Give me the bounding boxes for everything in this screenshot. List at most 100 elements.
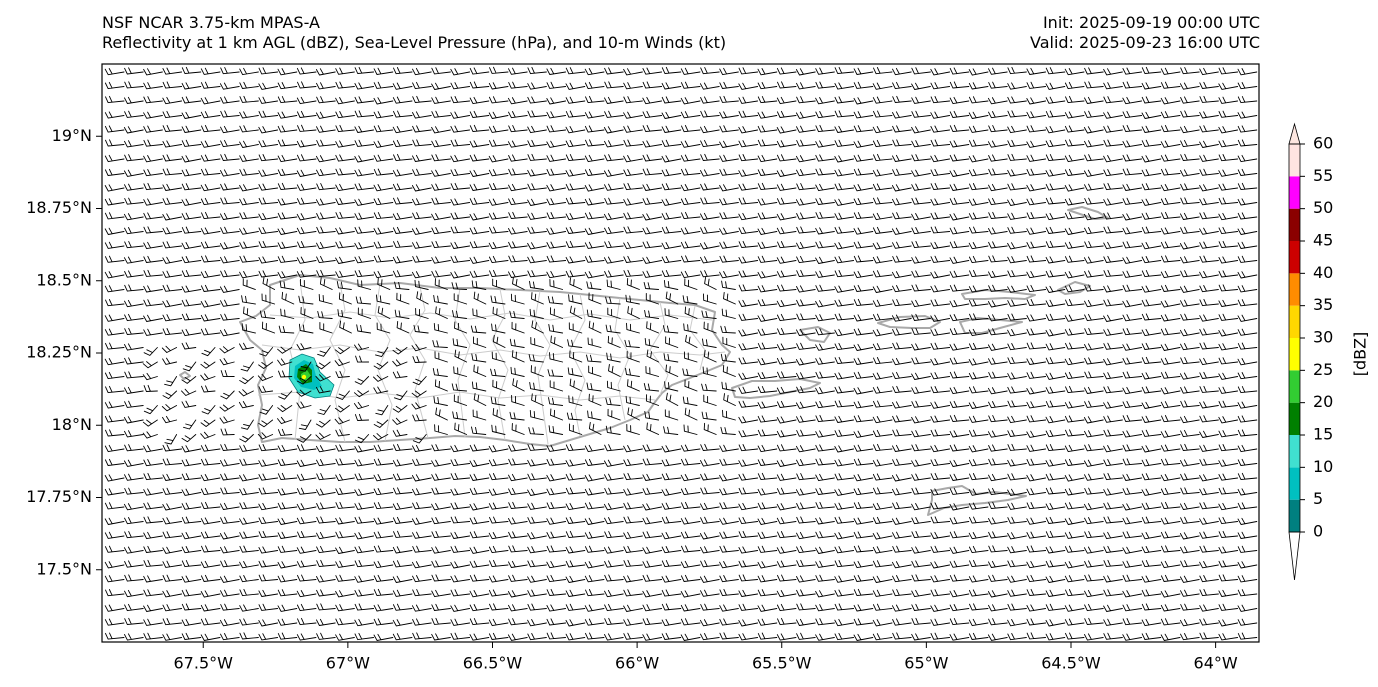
wind-barb <box>316 241 336 250</box>
wind-barb <box>354 226 375 234</box>
wind-barb <box>492 334 506 348</box>
wind-barb <box>1026 298 1047 306</box>
wind-barb <box>1103 212 1123 220</box>
wind-barb <box>412 255 432 263</box>
wind-barb <box>1199 444 1219 452</box>
wind-barb <box>719 212 739 220</box>
wind-barb <box>162 124 183 132</box>
wind-barb <box>853 284 874 292</box>
wind-barb <box>1084 154 1104 162</box>
wind-barb <box>181 212 202 220</box>
wind-barb <box>1084 531 1104 539</box>
wind-barb <box>259 310 276 319</box>
wind-barb <box>1180 633 1200 641</box>
wind-barb <box>642 517 663 525</box>
wind-barb <box>1026 328 1047 336</box>
wind-barb <box>488 155 509 163</box>
wind-barb <box>527 589 547 597</box>
wind-barb <box>123 256 144 264</box>
wind-barb <box>220 487 240 495</box>
wind-barb <box>588 365 602 377</box>
wind-barb <box>450 516 471 524</box>
wind-barb <box>930 111 951 119</box>
wind-barb <box>200 487 221 496</box>
wind-barb <box>584 168 605 176</box>
wind-barb <box>512 277 525 290</box>
wind-barb <box>1122 590 1143 598</box>
wind-barb <box>892 198 912 206</box>
wind-barb <box>1045 357 1066 365</box>
wind-barb <box>968 242 989 250</box>
wind-barb <box>777 617 797 626</box>
wind-barb <box>1083 416 1104 424</box>
wind-barb <box>604 110 624 118</box>
wind-barb <box>1007 96 1027 104</box>
wind-barb <box>664 381 679 392</box>
wind-barb <box>239 376 254 385</box>
wind-barb <box>680 633 701 641</box>
wind-barb <box>431 96 451 104</box>
wind-barb <box>719 618 739 626</box>
wind-barb <box>1122 371 1143 379</box>
wind-barb <box>1218 110 1239 118</box>
wind-barb <box>412 355 427 363</box>
wind-barb <box>1007 226 1027 234</box>
wind-barb <box>1103 241 1123 250</box>
wind-barb <box>834 386 855 394</box>
wind-barb <box>277 198 298 206</box>
wind-barb <box>1064 271 1085 279</box>
wind-barb <box>1218 284 1239 292</box>
wind-barb <box>606 279 621 290</box>
wind-barb <box>124 227 144 235</box>
wind-barb <box>258 589 279 597</box>
wind-barb <box>1141 82 1162 90</box>
wind-barb <box>930 561 951 569</box>
wind-barb <box>431 503 451 511</box>
wind-barb <box>796 575 816 583</box>
wind-barb <box>201 458 221 466</box>
wind-barb <box>1084 603 1104 612</box>
wind-barb <box>258 140 279 148</box>
wind-barb <box>703 422 717 435</box>
wind-barb <box>1122 256 1143 264</box>
wind-barb <box>930 168 951 177</box>
wind-barb <box>988 328 1008 336</box>
wind-barb <box>296 140 317 148</box>
wind-barb <box>1141 169 1162 177</box>
wind-barb <box>1064 314 1085 322</box>
wind-barb <box>872 139 893 148</box>
wind-barb <box>143 575 163 583</box>
wind-barb <box>1026 314 1047 322</box>
wind-barb <box>396 320 410 334</box>
wind-barb <box>1083 126 1104 134</box>
wind-barb <box>1083 256 1104 264</box>
lon-tick-label: 64°W <box>1194 654 1238 673</box>
wind-barb <box>911 169 931 177</box>
wind-barb <box>220 603 240 611</box>
wind-barb <box>373 212 394 220</box>
wind-barb <box>719 444 739 452</box>
wind-barb <box>1064 575 1085 583</box>
wind-barb <box>296 487 317 495</box>
wind-barb <box>968 415 989 423</box>
wind-barb <box>239 575 259 583</box>
wind-barb <box>1161 255 1181 263</box>
wind-barb <box>1064 458 1085 466</box>
wind-barb <box>469 517 490 525</box>
wind-barb <box>584 68 605 76</box>
wind-barb <box>1064 111 1085 119</box>
wind-barb <box>354 376 370 385</box>
colorbar-boxes <box>1288 122 1301 581</box>
wind-barb <box>892 154 912 162</box>
wind-barb <box>220 256 240 264</box>
wind-barb <box>1084 313 1104 322</box>
wind-barb <box>1103 575 1123 583</box>
wind-barb <box>911 299 931 308</box>
wind-barb <box>143 299 163 307</box>
wind-barb <box>508 560 528 568</box>
wind-barb <box>488 618 509 627</box>
wind-barb <box>738 459 759 467</box>
wind-barb <box>1218 183 1239 191</box>
wind-barb <box>911 240 931 249</box>
wind-barb <box>988 81 1008 89</box>
